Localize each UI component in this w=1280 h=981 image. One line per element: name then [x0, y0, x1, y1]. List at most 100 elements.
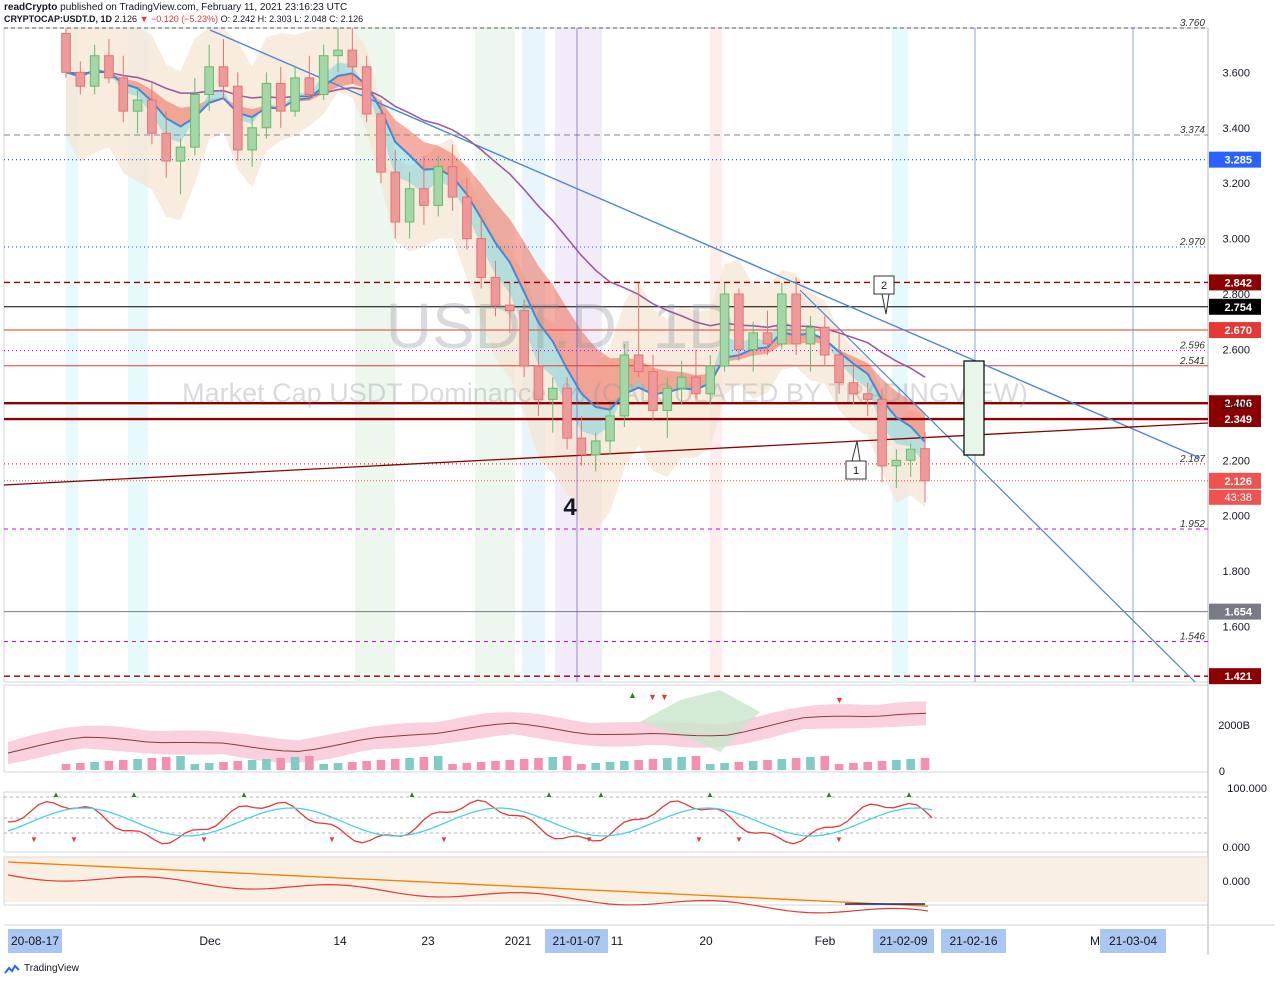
price-level-badge-label: 2.406 [1224, 398, 1252, 410]
volume-bar [892, 760, 901, 770]
candle-body [118, 77, 129, 112]
callout-2: 2 [873, 275, 895, 315]
volume-bar [562, 756, 572, 770]
volume-bar [763, 760, 772, 770]
volume-band-green [640, 690, 760, 752]
publish-details: published on TradingView.com, February 1… [60, 2, 348, 13]
candle-body [390, 171, 401, 223]
candle-body [905, 448, 916, 461]
volume-bar [219, 762, 228, 770]
signal-arrow: ▼ [735, 835, 743, 844]
candle-body [705, 365, 716, 395]
y-tick-label: 2.400 [1222, 400, 1250, 412]
candle-body [333, 49, 343, 57]
stochastic-d-line [7, 807, 933, 837]
highlight-zone [892, 28, 908, 682]
candle-body [75, 71, 86, 87]
signal-arrow: ▲ [905, 790, 913, 799]
candle-body [476, 238, 486, 278]
volume-bar [161, 757, 171, 770]
y-tick-label: 3.200 [1222, 178, 1250, 190]
price-level-badge [1209, 668, 1261, 685]
volume-bar [61, 764, 71, 770]
price-level-label: 3.760 [1180, 18, 1205, 29]
volume-bar [76, 763, 85, 770]
signal-arrow: ▼ [695, 835, 703, 844]
volume-bar [319, 764, 328, 770]
price-level-badge [1209, 151, 1261, 168]
x-highlight-badge [873, 929, 934, 953]
y-tick-label: 1.600 [1222, 622, 1250, 634]
x-highlight-badge [545, 929, 608, 953]
candle-body [920, 448, 930, 482]
signal-arrow: ▲ [240, 790, 248, 799]
candle-body [275, 82, 286, 112]
x-highlight-label: 21-03-04 [1109, 934, 1157, 948]
candle-body [734, 293, 744, 350]
highlight-zone [128, 28, 148, 682]
price-level-badge-label: 3.285 [1224, 155, 1252, 167]
volume-bar [777, 759, 787, 770]
price-level-badge-label: 2.754 [1224, 302, 1252, 314]
candle-body [505, 304, 515, 312]
highlight-zone [66, 28, 78, 682]
signal-arrow: ▲ [130, 790, 138, 799]
x-highlight-label: 21-01-07 [552, 934, 600, 948]
candle-body [447, 166, 458, 198]
volume-bar [920, 758, 930, 770]
candle-body [605, 415, 615, 442]
price-level-badge-label: 2.126 [1224, 476, 1252, 488]
author-name[interactable]: readCrypto [4, 2, 58, 13]
price-level-badge-label: 2.349 [1224, 414, 1252, 426]
price-level-label: 2.187 [1179, 454, 1205, 465]
signal-arrow: ▲ [408, 790, 416, 799]
volume-bar [290, 757, 300, 770]
price-level-badge [1209, 322, 1261, 339]
footer: TradingView [4, 963, 79, 974]
candle-body [190, 94, 200, 148]
volume-bar [305, 756, 314, 770]
volume-bar [133, 759, 142, 770]
price-level-label: 1.546 [1180, 632, 1205, 643]
candle-body [433, 166, 444, 206]
oscillator-tick-label: 0.000 [1222, 842, 1250, 854]
candle-body [805, 326, 816, 345]
price-level-badge-label: 2.842 [1224, 277, 1252, 289]
price-level-badge [1209, 603, 1261, 620]
x-tick-label: Feb [815, 934, 836, 948]
candle-body [247, 127, 257, 151]
candle-body [404, 188, 415, 223]
signal-arrow: ▼ [648, 692, 657, 702]
price-level-badge [1209, 411, 1261, 428]
countdown-badge [1209, 489, 1261, 505]
signal-arrow: ▼ [200, 835, 208, 844]
candle-body [633, 354, 644, 373]
tradingview-brand[interactable]: TradingView [24, 963, 80, 974]
volume-bar [648, 759, 658, 770]
x-highlight-badge [8, 929, 62, 953]
volume-bar [247, 760, 257, 770]
price-level-badge [1209, 395, 1261, 412]
y-tick-label: 3.000 [1222, 234, 1250, 246]
signal-arrow: ▲ [706, 790, 714, 799]
countdown-label: 43:38 [1224, 492, 1252, 504]
lower-trend-line [7, 861, 929, 907]
volume-bar [705, 764, 715, 770]
signal-arrow: ▲ [597, 790, 605, 799]
lower-tick-label: 0.000 [1222, 876, 1250, 888]
candle-body [676, 376, 687, 389]
symbol-legend: CRYPTOCAP:USDT.D, 1D 2.126 ▼ −0.120 (−5.… [4, 14, 363, 24]
candle-body [590, 440, 601, 456]
signal-arrow: ▼ [30, 835, 38, 844]
volume-bar [834, 764, 844, 770]
y-tick-label: 1.800 [1222, 566, 1250, 578]
signal-arrow: ▼ [440, 835, 448, 844]
x-highlight-badge [941, 929, 1006, 953]
candle-body [218, 66, 229, 87]
chart-canvas[interactable]: 3.760 3.374 3.285 2.970 2.842 2.754 2.670 2.596… [0, 0, 1280, 960]
candle-body [562, 387, 572, 439]
volume-bar [233, 761, 243, 770]
price-level-label: 1.952 [1180, 519, 1205, 530]
lower-oscillator-line [7, 874, 929, 914]
candle-body [490, 276, 501, 306]
